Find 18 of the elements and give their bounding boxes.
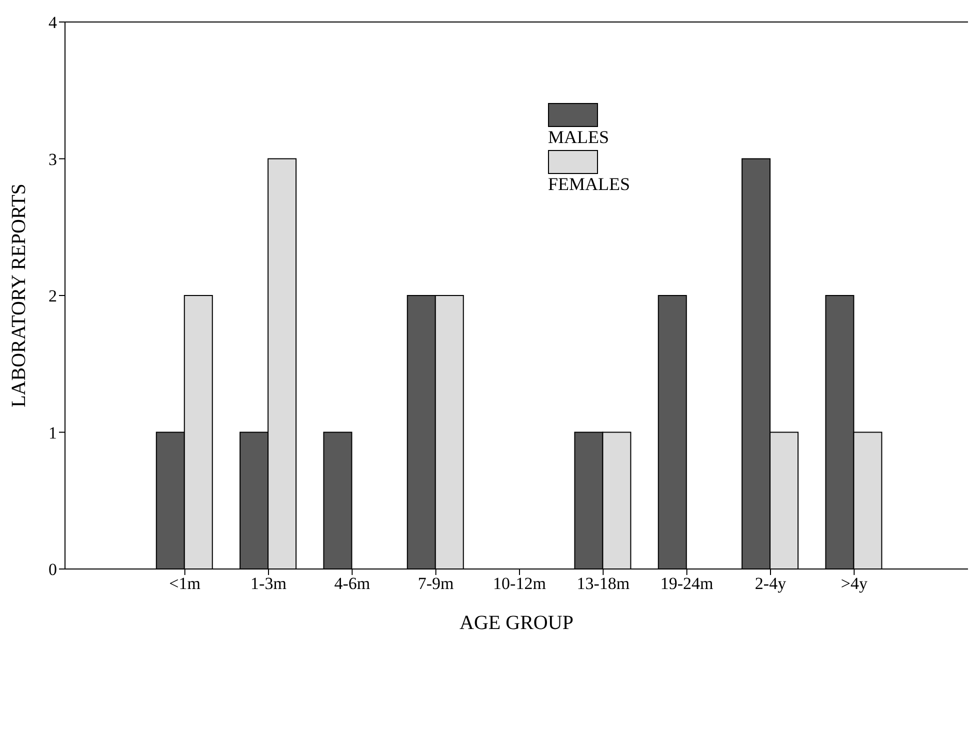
x-tick-label: 2-4y bbox=[754, 574, 787, 594]
y-tick-label: 1 bbox=[48, 423, 57, 442]
x-axis-title: AGE GROUP bbox=[460, 612, 574, 634]
y-tick-label: 4 bbox=[48, 13, 58, 32]
y-axis-title: LABORATORY REPORTS bbox=[8, 184, 30, 408]
x-tick-label: 10-12m bbox=[493, 574, 546, 594]
x-tick-label: 13-18m bbox=[576, 574, 630, 594]
y-tick-label: 2 bbox=[48, 286, 57, 306]
x-tick-label: 7-9m bbox=[418, 574, 454, 594]
x-tick-label: >4y bbox=[840, 574, 868, 594]
y-tick-label: 0 bbox=[48, 560, 57, 580]
legend-label: MALES bbox=[548, 127, 610, 148]
x-tick-label: 19-24m bbox=[660, 574, 714, 594]
x-tick-label: 1-3m bbox=[250, 574, 286, 594]
legend-label: FEMALES bbox=[548, 174, 630, 195]
x-tick-label: 4-6m bbox=[334, 574, 370, 594]
y-tick-label: 3 bbox=[48, 150, 57, 169]
x-tick-label: <1m bbox=[169, 574, 200, 594]
